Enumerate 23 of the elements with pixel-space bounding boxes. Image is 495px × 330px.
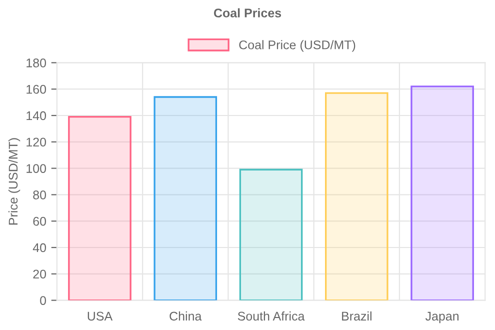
y-tick-label: 80 <box>33 190 46 200</box>
legend-label: Coal Price (USD/MT) <box>239 40 356 52</box>
bar <box>324 92 388 300</box>
x-tick-label: Brazil <box>342 311 372 321</box>
bar <box>68 116 132 300</box>
bar <box>410 86 474 300</box>
y-tick-label: 60 <box>33 216 46 226</box>
x-tick-label: Japan <box>425 312 458 324</box>
y-tick-label: 140 <box>26 111 46 120</box>
chart-title: Coal Prices <box>214 8 282 18</box>
y-tick-label: 40 <box>32 243 46 252</box>
y-tick-label: 20 <box>33 270 46 279</box>
x-tick-label: USA <box>88 312 113 321</box>
x-tick-label: China <box>170 311 202 321</box>
x-tick-label: South Africa <box>238 311 305 321</box>
y-tick-label: 120 <box>26 138 46 147</box>
y-tick-label: 0 <box>40 296 46 305</box>
y-tick-label: 100 <box>26 164 46 173</box>
bar <box>239 168 303 300</box>
y-tick-label: 180 <box>26 58 46 68</box>
bar <box>154 96 218 300</box>
y-tick-label: 160 <box>26 84 46 94</box>
y-axis-title: Price (USD/MT) <box>8 138 20 225</box>
